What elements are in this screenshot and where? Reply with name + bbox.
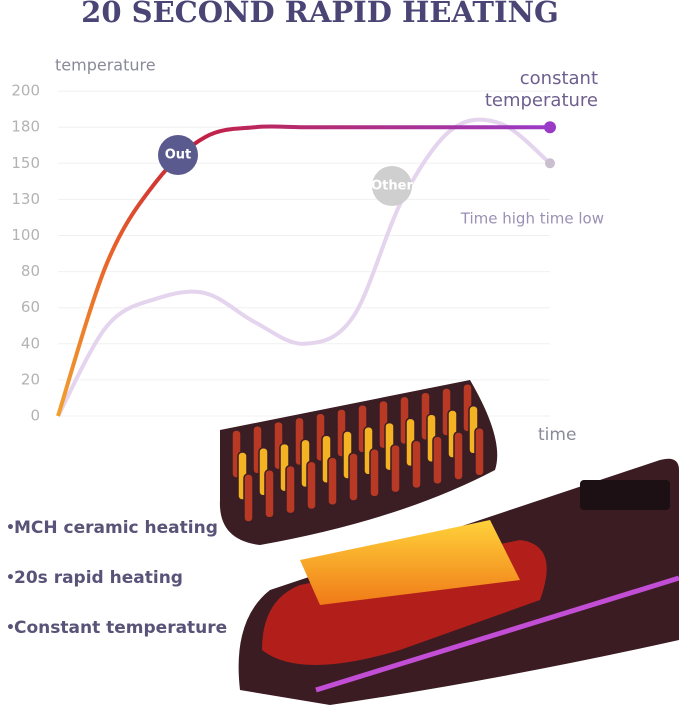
badge [372,166,412,206]
bullet: • [6,520,15,536]
line [56,124,550,417]
bristle [390,443,401,494]
series-label: Other [371,179,413,194]
bristle [432,435,443,485]
y-tick-label: 60 [21,298,40,316]
badge [158,135,198,175]
y-tick-label: 100 [11,226,40,244]
bristle [243,473,254,523]
bullet: • [6,570,15,586]
series-label: Out [165,148,192,163]
line [56,117,552,417]
y-tick-label: 0 [30,407,40,425]
y-tick-label: 20 [21,370,40,388]
y-tick-label: 150 [11,154,40,172]
x-axis-label: time [538,425,576,445]
bristle [327,456,338,506]
end-point [544,121,556,134]
feature: 20s rapid heating [14,568,183,588]
annotation: Time high time low [460,210,604,228]
bristle [264,469,275,519]
y-tick-label: 40 [21,334,40,352]
bristle [453,431,464,481]
product-image [219,380,679,705]
bristle [369,448,380,498]
bristle [348,452,359,502]
y-tick-label: 80 [21,262,40,280]
y-axis-label: temperature [55,56,156,75]
y-tick-label: 130 [11,190,40,208]
bristle [285,464,296,515]
chart-title: 20 SECOND RAPID HEATING [81,0,559,29]
y-tick-label: 180 [11,118,40,136]
bullet: • [6,620,15,636]
end-point [545,158,555,169]
bristle [474,427,485,477]
bristle [411,439,422,490]
y-tick-label: 200 [11,82,40,100]
feature: Constant temperature [14,618,227,638]
bristle [306,460,317,511]
end-label: constant temperature [484,68,598,111]
feature: MCH ceramic heating [14,518,218,538]
